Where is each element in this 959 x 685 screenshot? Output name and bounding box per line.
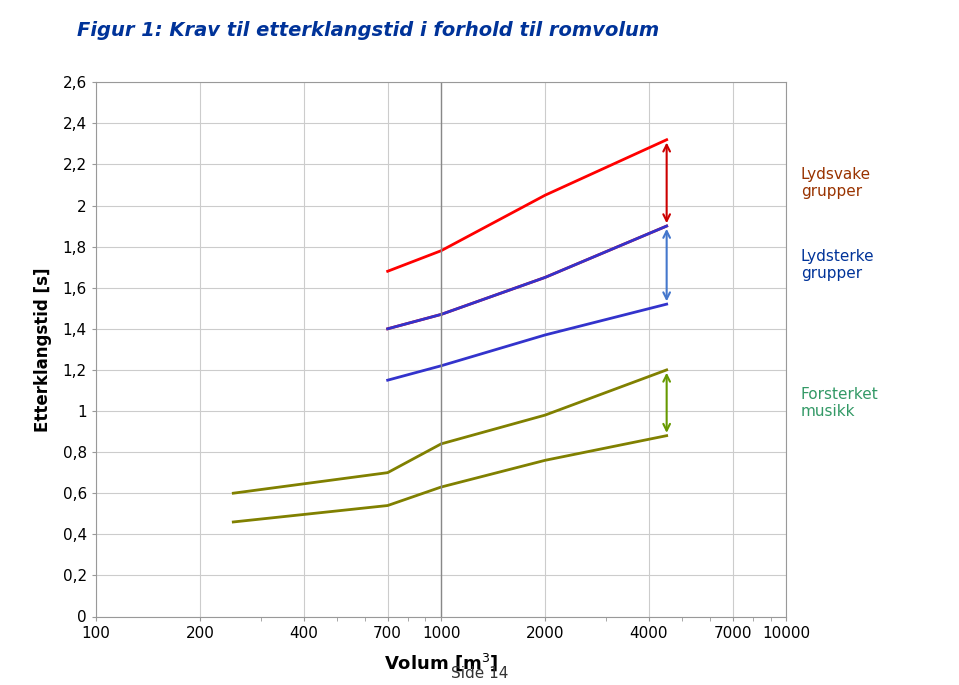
Text: Side 14: Side 14 bbox=[451, 666, 508, 681]
X-axis label: Volum [m$^3$]: Volum [m$^3$] bbox=[384, 651, 499, 673]
Text: Lydsvake
grupper: Lydsvake grupper bbox=[801, 166, 871, 199]
Text: Lydsterke
grupper: Lydsterke grupper bbox=[801, 249, 875, 282]
Y-axis label: Etterklangstid [s]: Etterklangstid [s] bbox=[34, 267, 52, 432]
Text: Forsterket
musikk: Forsterket musikk bbox=[801, 386, 878, 419]
Text: Figur 1: Krav til etterklangstid i forhold til romvolum: Figur 1: Krav til etterklangstid i forho… bbox=[77, 21, 659, 40]
